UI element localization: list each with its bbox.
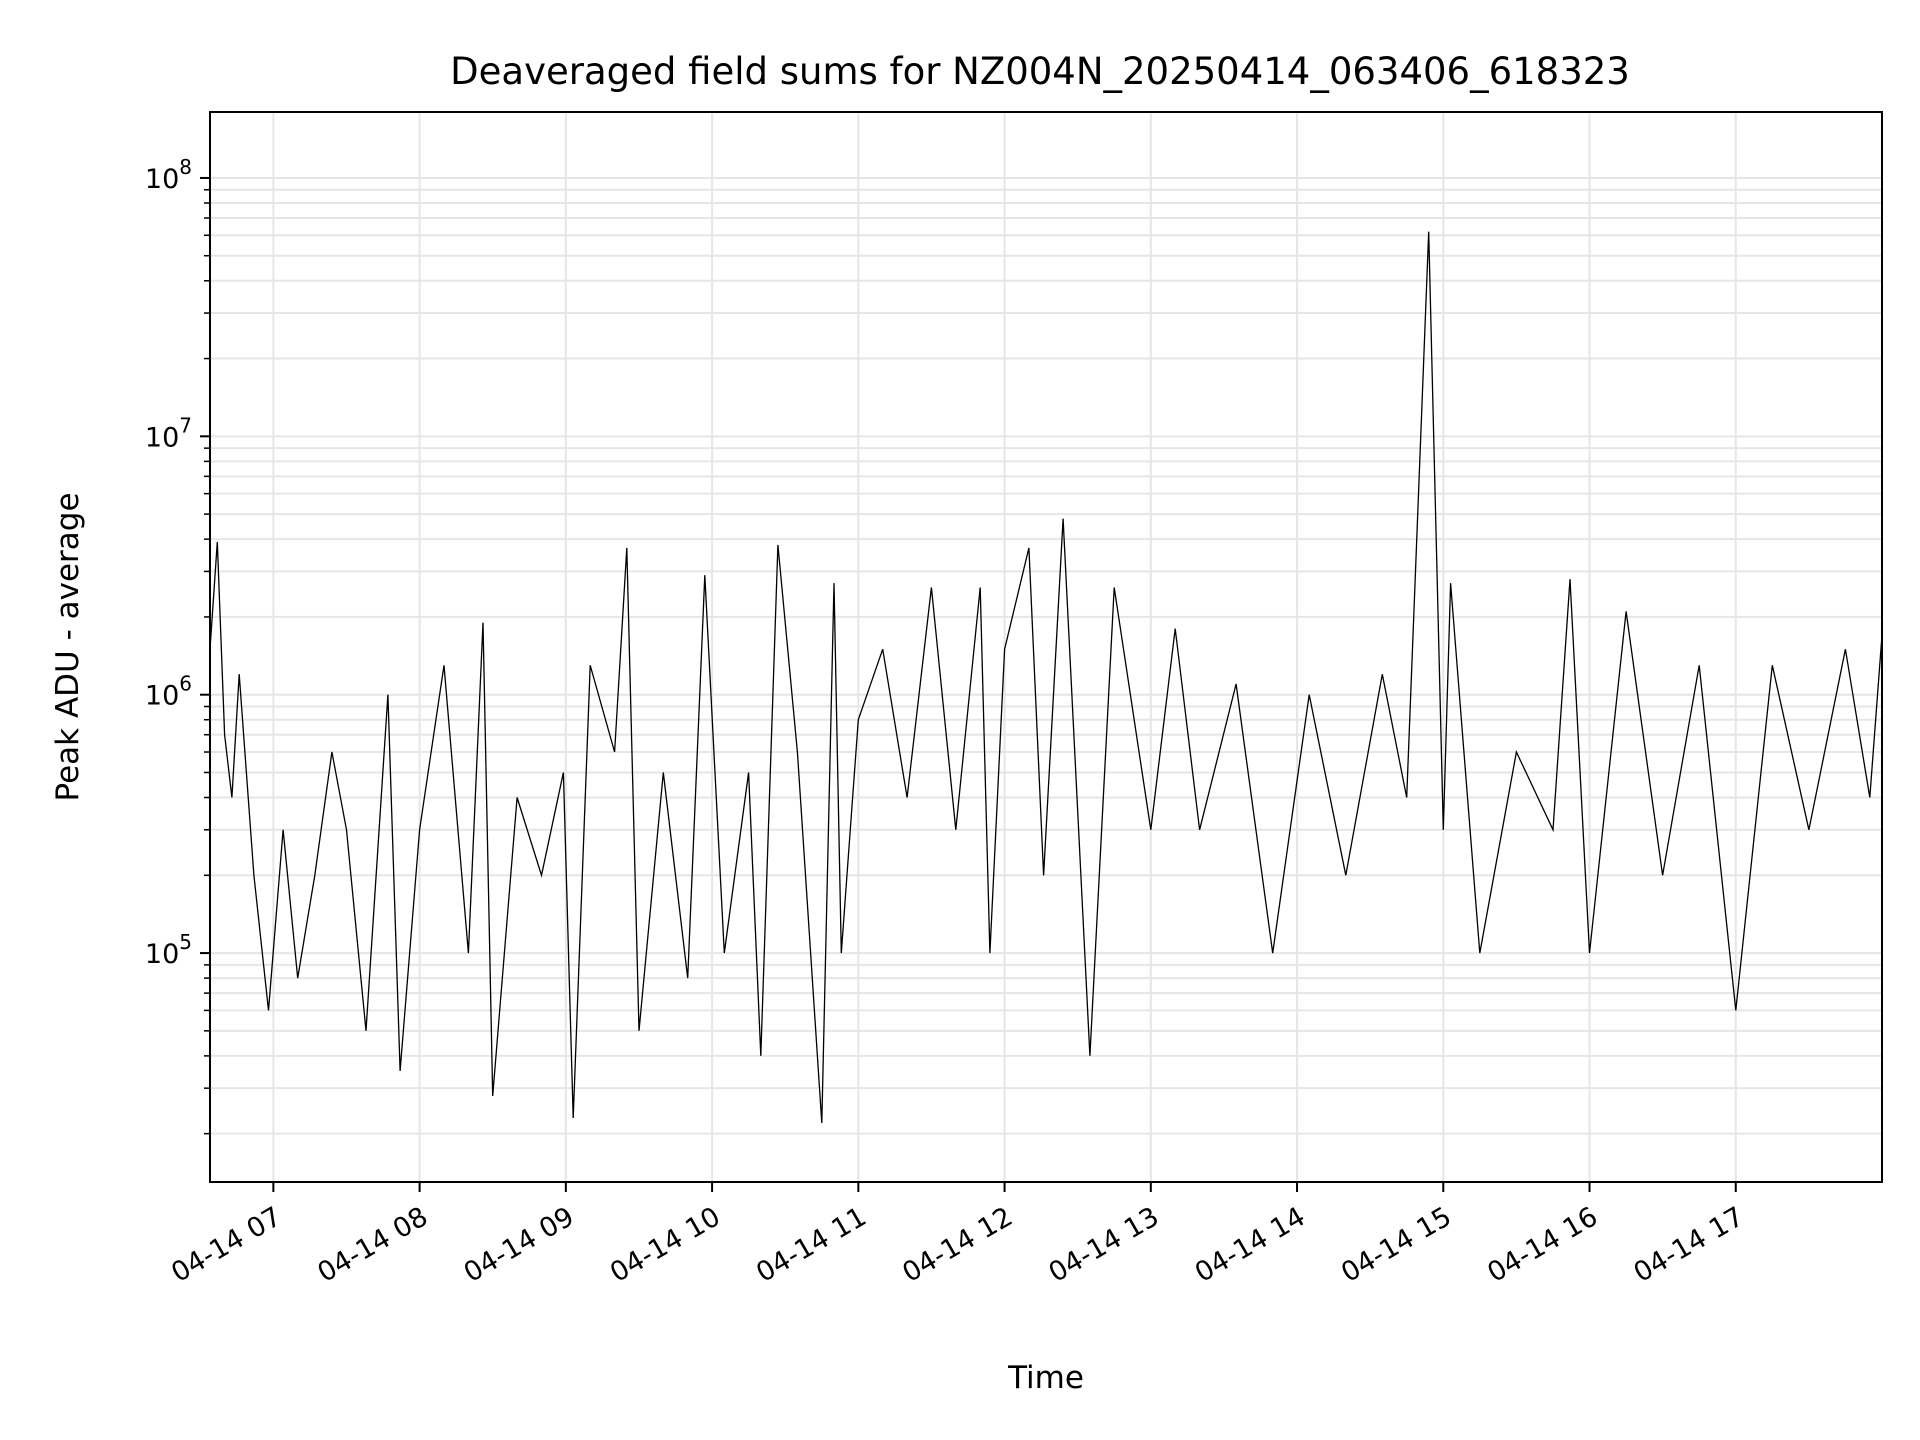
y-tick-base: 10 [145,422,179,453]
y-tick-label: 107 [145,413,192,453]
y-tick-exponent: 5 [179,930,192,954]
series-line [209,231,1883,1124]
series-group [209,231,1883,1124]
y-tick-base: 10 [145,164,179,195]
x-tick-label: 04-14 09 [459,1201,580,1289]
y-tick-exponent: 8 [179,155,192,179]
gridlines [210,112,1882,1182]
x-tick-label: 04-14 17 [1629,1201,1750,1289]
x-tick-label: 04-14 10 [605,1201,726,1289]
y-axis-title: Peak ADU - average [50,492,86,801]
y-tick-exponent: 7 [179,413,192,437]
y-tick-base: 10 [145,681,179,712]
x-axis-title: Time [1007,1360,1084,1396]
x-tick-label: 04-14 16 [1482,1201,1603,1289]
plot-frame [209,111,1883,1183]
x-tick-label: 04-14 11 [751,1201,872,1289]
x-tick-label: 04-14 12 [897,1201,1018,1289]
y-tick-base: 10 [145,939,179,970]
x-tick-label: 04-14 15 [1336,1201,1457,1289]
x-tick-label: 04-14 08 [312,1201,433,1289]
x-tick-label: 04-14 14 [1190,1201,1311,1289]
x-axis: 04-14 07 04-14 08 04-14 09 04-14 10 04-14 11… [166,1182,1749,1289]
y-tick-exponent: 6 [179,672,192,696]
y-tick-label: 106 [145,672,192,712]
y-tick-label: 105 [145,930,192,970]
x-tick-label: 04-14 13 [1044,1201,1165,1289]
y-tick-label: 108 [145,155,192,195]
chart-title: Deaveraged field sums for NZ004N_2025041… [450,50,1630,93]
x-tick-label: 04-14 07 [166,1201,287,1289]
